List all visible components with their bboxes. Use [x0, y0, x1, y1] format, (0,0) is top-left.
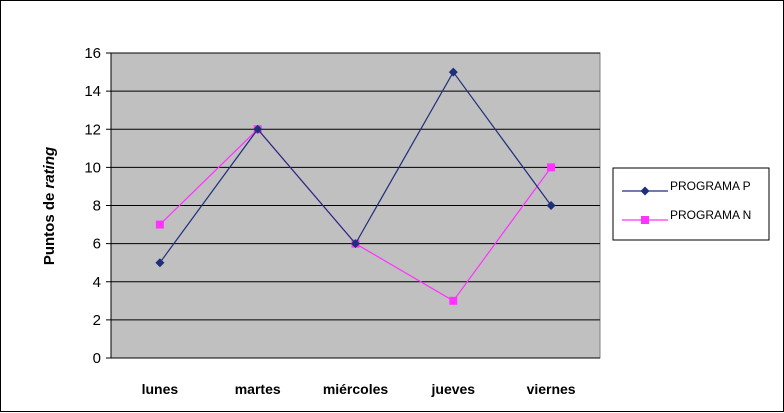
- y-axis-ticks: 0 2 4 6 8 10 12 14 16: [84, 45, 600, 367]
- y-tick-label: 0: [93, 350, 101, 367]
- x-tick-label: jueves: [431, 381, 476, 397]
- legend-marker: [641, 216, 649, 224]
- y-tick-label: 10: [84, 159, 101, 176]
- y-tick-label: 12: [84, 121, 101, 138]
- legend-marker: [640, 186, 650, 196]
- x-tick-label: martes: [235, 381, 281, 397]
- series-programa-p: [155, 67, 556, 268]
- legend-entries: PROGRAMA P PROGRAMA N: [622, 179, 751, 224]
- legend-box: [612, 167, 770, 241]
- data-point: [253, 124, 263, 134]
- data-point: [155, 258, 165, 268]
- x-tick-label: lunes: [142, 381, 179, 397]
- y-tick-label: 2: [93, 312, 101, 329]
- gridlines: [111, 52, 600, 321]
- data-point: [449, 296, 458, 305]
- data-point: [546, 201, 556, 210]
- x-axis-ticks: lunes martes miércoles jueves viernes: [142, 381, 576, 397]
- y-tick-label: 14: [84, 83, 101, 100]
- data-point: [155, 220, 164, 229]
- y-tick-label: 4: [93, 274, 101, 291]
- x-tick-label: miércoles: [323, 381, 389, 397]
- y-tick-label: 8: [93, 198, 101, 215]
- y-axis-label: Puntos de rating: [41, 147, 58, 265]
- y-tick-label: 16: [84, 45, 101, 62]
- legend-label: PROGRAMA P: [670, 179, 751, 193]
- legend-label: PROGRAMA N: [670, 208, 751, 222]
- x-tick-label: viernes: [527, 381, 576, 397]
- data-point: [351, 239, 360, 249]
- series-lines: [155, 67, 556, 305]
- data-point: [448, 67, 458, 77]
- y-tick-label: 6: [93, 236, 101, 253]
- data-point: [547, 163, 556, 172]
- legend: PROGRAMA P PROGRAMA N: [612, 167, 770, 241]
